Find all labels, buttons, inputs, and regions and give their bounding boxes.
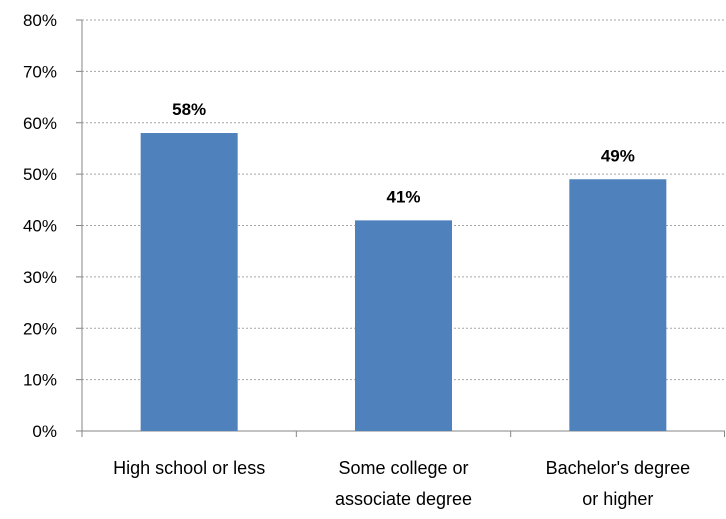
y-tick-labels: 0% 10% 20% 30% 40% 50% 60% 70% 80% bbox=[23, 11, 57, 441]
data-label: 49% bbox=[601, 146, 635, 165]
x-tick-label: or higher bbox=[582, 489, 653, 509]
bars bbox=[140, 133, 667, 431]
y-tick-label: 80% bbox=[23, 11, 57, 30]
data-label: 58% bbox=[172, 100, 206, 119]
y-tick-label: 60% bbox=[23, 114, 57, 133]
y-tick-label: 50% bbox=[23, 165, 57, 184]
y-tick-label: 10% bbox=[23, 371, 57, 390]
bar bbox=[140, 133, 238, 431]
data-labels: 58% 41% 49% bbox=[172, 100, 635, 206]
x-tick-labels: High school or less Some college or associ… bbox=[113, 458, 690, 509]
x-tick-label: Bachelor's degree bbox=[546, 458, 691, 478]
y-tick-label: 40% bbox=[23, 217, 57, 236]
y-tick-label: 30% bbox=[23, 268, 57, 287]
data-label: 41% bbox=[386, 187, 420, 206]
x-tick-label: High school or less bbox=[113, 458, 265, 478]
x-tick-label: Some college or bbox=[338, 458, 468, 478]
y-tick-label: 20% bbox=[23, 319, 57, 338]
bar bbox=[355, 220, 452, 431]
y-tick-label: 0% bbox=[32, 422, 57, 441]
x-tick-label: associate degree bbox=[335, 489, 472, 509]
bar bbox=[569, 179, 667, 431]
y-tick-label: 70% bbox=[23, 62, 57, 81]
